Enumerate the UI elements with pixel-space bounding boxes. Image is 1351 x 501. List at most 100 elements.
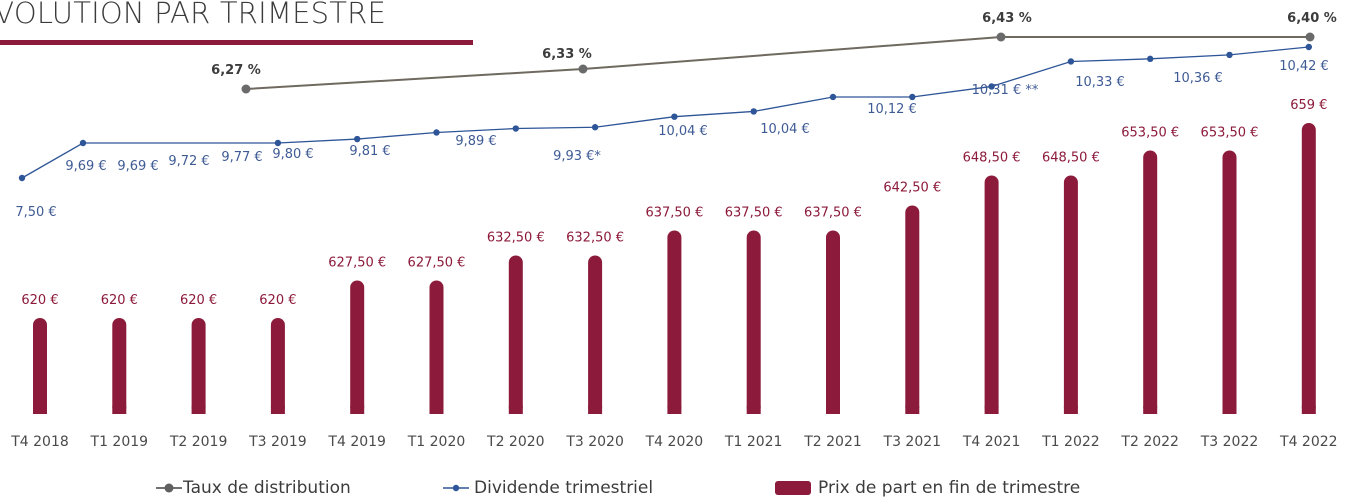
dividend-value-label: 7,50 € [15,205,56,220]
bar-value-label: 632,50 € [487,231,545,246]
bar-value-label: 637,50 € [725,206,783,221]
bar [350,280,365,414]
dividend-point [829,93,837,101]
bar [746,230,761,414]
bar-base [667,406,682,414]
taux-value-label: 6,27 % [211,63,261,78]
dividend-value-label: 10,12 € [867,102,917,117]
legend-item-prix: Prix de part en fin de trimestre [774,476,1080,500]
bar-value-label: 637,50 € [645,206,703,221]
x-tick-label: T2 2020 [486,434,545,450]
x-tick-label: T3 2022 [1200,434,1259,450]
bar [667,230,682,414]
bar-base [588,406,603,414]
x-tick-label: T1 2020 [407,434,466,450]
x-tick-label: T4 2018 [10,434,69,450]
bar-value-label: 648,50 € [963,151,1021,166]
chart-canvas: T4 2018 T1 2019 T2 2019 T3 2019 T4 2019 T1 20… [10,11,1338,450]
bar-base [1301,406,1316,414]
bar-value-label: 620 € [21,293,58,308]
x-tick-label: T4 2019 [327,434,386,450]
bar [588,255,603,414]
legend-label-dividende: Dividende trimestriel [474,478,654,498]
x-tick-label: T2 2022 [1120,434,1179,450]
dividend-value-label: 9,69 € [117,159,158,174]
dividend-point [750,108,757,115]
bar-base [1143,406,1158,414]
taux-value-label: 6,33 % [542,47,592,62]
bar [1222,150,1237,414]
dividend-value-label: 9,81 € [349,144,390,159]
x-tick-label: T3 2020 [565,434,624,450]
dividend-point [433,129,440,136]
bar [112,318,127,414]
dividend-value-label: 9,77 € [221,150,262,165]
taux-value-label: 6,40 % [1287,11,1337,26]
dividend-point [354,135,361,143]
x-tick-label: T3 2021 [883,434,942,450]
bar [33,318,47,414]
dividend-value-label: 10,04 € [760,122,810,137]
bar [1143,150,1158,414]
bar [270,318,285,414]
bar [1063,175,1078,414]
dividend-point [909,93,916,101]
taux-point [578,64,588,74]
bar-value-label: 653,50 € [1121,126,1179,141]
bar [429,280,444,414]
bar-base [33,406,47,414]
dividend-point [1305,43,1313,51]
bar-base [826,406,840,414]
bar [826,230,840,414]
bar-value-label: 642,50 € [883,181,941,196]
dividend-value-label: 10,04 € [658,124,708,139]
dividend-value-label: 9,69 € [65,159,106,174]
bar [191,318,206,414]
bar-value-label: 632,50 € [566,231,624,246]
dividend-point [512,125,519,132]
bar-value-label: 653,50 € [1201,126,1259,141]
bar [1301,123,1316,414]
dividend-value-label: 10,33 € [1075,75,1125,90]
bar-base [508,406,523,414]
dividend-value-label: 10,42 € [1279,59,1329,74]
dividend-point [591,124,599,131]
legend-label-taux: Taux de distribution [183,478,351,498]
x-tick-label: T4 2020 [645,434,704,450]
x-tick-label: T1 2019 [90,434,149,450]
bar-base [984,406,999,414]
bar-base [112,406,127,414]
x-tick-label: T1 2021 [724,434,783,450]
bar-value-label: 659 € [1290,98,1327,113]
x-tick-label: T4 2022 [1279,434,1338,450]
chart-title: ÉVOLUTION PAR TRIMESTRE [0,0,386,30]
bar-base [746,406,761,414]
bar-value-label: 620 € [180,293,217,308]
legend-line-dot-icon [443,484,469,492]
bar [508,255,523,414]
bar-base [191,406,206,414]
bar-base [429,406,444,414]
bar [905,205,920,414]
legend-item-taux: Taux de distribution [155,476,351,500]
taux-point [241,84,251,94]
dividend-point [79,139,87,147]
dividend-value-label: 10,31 € ** [972,83,1039,98]
bar-value-label: 627,50 € [328,256,386,271]
taux-line [245,36,1310,90]
dividend-point [1147,55,1154,63]
x-tick-label: T4 2021 [962,434,1021,450]
dividend-value-label: 9,72 € [168,154,209,169]
dividend-point [1067,58,1075,65]
dividend-point [988,83,995,90]
dividend-point [18,174,26,182]
bar-base [1063,406,1078,414]
dividend-point [274,139,282,147]
chart-title-block: ÉVOLUTION PAR TRIMESTRE [0,0,470,40]
dividend-value-label: 10,36 € [1173,71,1223,86]
dividend-value-label: 9,93 €* [553,149,601,164]
dividend-line [21,46,1309,179]
bar-value-label: 637,50 € [804,206,862,221]
dividend-value-label: 9,80 € [272,147,313,162]
x-tick-label: T1 2022 [1041,434,1100,450]
